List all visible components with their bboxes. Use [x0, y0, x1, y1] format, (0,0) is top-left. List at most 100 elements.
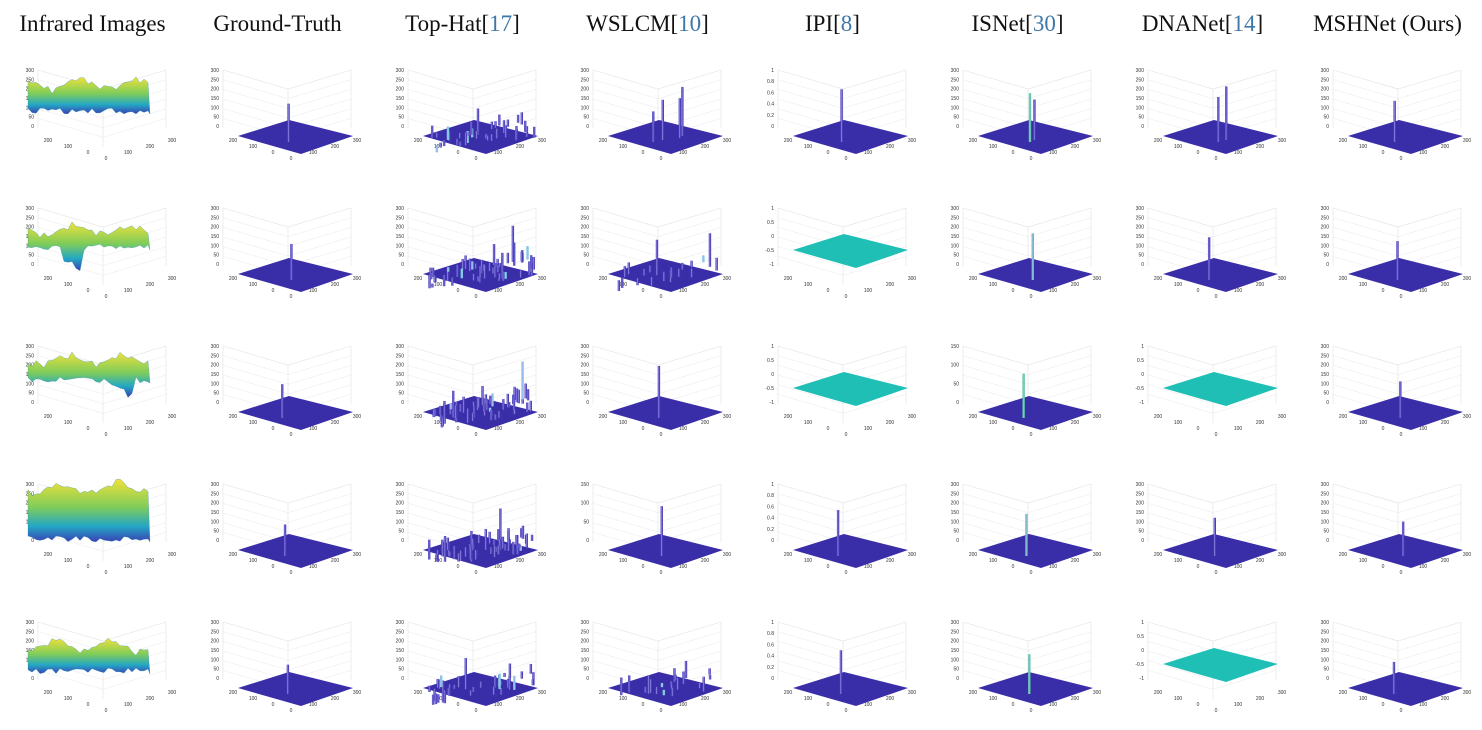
axis-tick-label: 200 — [331, 696, 340, 702]
surface-plane — [608, 672, 723, 706]
axis-tick-label: 100 — [1136, 105, 1145, 111]
axis-tick-label: 100 — [1136, 243, 1145, 249]
axis-tick-label: 200 — [1136, 501, 1145, 507]
axis-tick-label: 100 — [1419, 426, 1428, 432]
plot-dnanet-row-2: 300 250 200 150 100 50 0 0 100 200 300 200 100 0 — [1136, 206, 1287, 300]
axis-tick-label: 0 — [771, 124, 774, 130]
axis-tick-label: 250 — [396, 353, 405, 359]
axis-tick-label: 50 — [213, 529, 219, 535]
axis-tick-label: 300 — [581, 620, 590, 626]
axis-tick-label: 300 — [1093, 414, 1102, 420]
surface-plane — [608, 258, 723, 292]
axis-tick-label: 100 — [1234, 150, 1243, 156]
axis-tick-label: 0 — [586, 124, 589, 130]
axis-tick-label: 100 — [494, 288, 503, 294]
axis-tick-label: 150 — [396, 510, 405, 516]
surface-plane — [793, 534, 908, 568]
axis-tick-label: 100 — [804, 420, 813, 426]
surface-plane — [608, 534, 723, 568]
axis-tick-label: 150 — [1321, 234, 1330, 240]
axis-tick-label: 200 — [331, 558, 340, 564]
axis-tick-label: 0 — [272, 150, 275, 156]
axis-tick-label: 50 — [583, 667, 589, 673]
axis-tick-label: 100 — [1174, 696, 1183, 702]
surface-plane — [978, 258, 1093, 292]
axis-tick-label: 0.8 — [767, 631, 774, 637]
axis-tick-label: 50 — [28, 253, 34, 259]
axis-tick-label: 0 — [1012, 702, 1015, 708]
axis-tick-label: 0.8 — [767, 493, 774, 499]
axis-tick-label: 0 — [1215, 294, 1218, 300]
axis-tick-label: 1 — [1141, 344, 1144, 350]
axis-tick-label: 100 — [1049, 288, 1058, 294]
axis-tick-label: 300 — [1093, 138, 1102, 144]
axis-tick-label: 200 — [784, 690, 793, 696]
axis-tick-label: 0 — [1382, 426, 1385, 432]
axis-tick-label: 100 — [1359, 558, 1368, 564]
axis-tick-label: 0 — [586, 676, 589, 682]
axis-tick-label: 0 — [105, 432, 108, 438]
axis-tick-label: 100 — [679, 150, 688, 156]
citation-link: 8 — [840, 11, 853, 36]
axis-tick-label: 100 — [124, 426, 133, 432]
axis-tick-label: 100 — [1321, 243, 1330, 249]
axis-tick-label: 250 — [1136, 491, 1145, 497]
axis-tick-label: 50 — [213, 391, 219, 397]
axis-tick-label: 300 — [1463, 414, 1472, 420]
axis-tick-label: 0 — [642, 426, 645, 432]
axis-tick-label: 0 — [1141, 648, 1144, 654]
citation-link: 30 — [1032, 11, 1056, 36]
axis-tick-label: 150 — [211, 96, 220, 102]
header-text: DNANet[ — [1141, 11, 1233, 36]
axis-tick-label: 300 — [353, 138, 362, 144]
header-text: ] — [701, 11, 709, 36]
axis-tick-label: 100 — [989, 282, 998, 288]
axis-tick-label: 100 — [1321, 105, 1330, 111]
axis-tick-label: 100 — [494, 564, 503, 570]
axis-tick-label: 0 — [1141, 262, 1144, 268]
axis-tick-label: 0 — [105, 708, 108, 714]
axis-tick-label: 200 — [1321, 501, 1330, 507]
axis-tick-label: 150 — [951, 234, 960, 240]
axis-tick-label: 300 — [908, 552, 917, 558]
axis-tick-label: 200 — [701, 696, 710, 702]
axis-tick-label: 200 — [1321, 639, 1330, 645]
axis-tick-label: 50 — [1323, 391, 1329, 397]
axis-tick-label: 100 — [951, 519, 960, 525]
axis-tick-label: 0 — [457, 288, 460, 294]
header-infrared-images: Infrared Images — [0, 8, 185, 40]
axis-tick-label: 200 — [951, 501, 960, 507]
axis-tick-label: 250 — [951, 77, 960, 83]
axis-tick-label: 100 — [1174, 282, 1183, 288]
axis-tick-label: 200 — [701, 144, 710, 150]
axis-tick-label: 250 — [951, 629, 960, 635]
axis-tick-label: 0 — [1030, 432, 1033, 438]
axis-tick-label: -1 — [770, 262, 775, 268]
axis-tick-label: 100 — [211, 381, 220, 387]
axis-tick-label: 50 — [398, 391, 404, 397]
axis-tick-label: 300 — [1321, 620, 1330, 626]
axis-tick-label: 100 — [249, 282, 258, 288]
axis-tick-label: 100 — [211, 657, 220, 663]
header-dnanet: DNANet[14] — [1110, 8, 1295, 40]
axis-tick-label: 200 — [1136, 87, 1145, 93]
axis-tick-label: 0 — [290, 570, 293, 576]
axis-tick-label: 200 — [1339, 552, 1348, 558]
axis-tick-label: 0 — [272, 702, 275, 708]
axis-tick-label: -0.5 — [765, 248, 774, 254]
axis-tick-label: 300 — [1463, 138, 1472, 144]
axis-tick-label: 200 — [1256, 282, 1265, 288]
axis-tick-label: 250 — [396, 215, 405, 221]
axis-tick-label: 200 — [516, 696, 525, 702]
axis-tick-label: 200 — [1154, 690, 1163, 696]
axis-tick-label: 200 — [784, 552, 793, 558]
axis-tick-label: 0 — [642, 288, 645, 294]
axis-tick-label: 100 — [1419, 564, 1428, 570]
axis-tick-label: 200 — [44, 414, 53, 420]
surface-plane — [793, 372, 908, 406]
axis-tick-label: 150 — [211, 648, 220, 654]
axis-tick-label: 300 — [1093, 552, 1102, 558]
axis-tick-label: 300 — [1278, 690, 1287, 696]
axis-tick-label: 300 — [581, 206, 590, 212]
